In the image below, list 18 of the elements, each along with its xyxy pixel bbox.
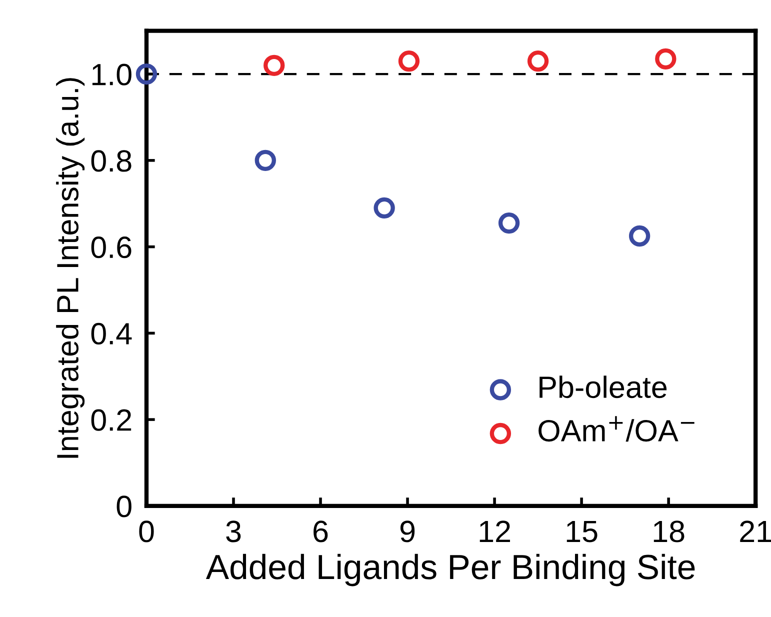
x-axis-title: Added Ligands Per Binding Site	[206, 554, 695, 586]
y-tick-label: 0.2	[91, 409, 132, 431]
x-tick-label: 0	[139, 520, 154, 542]
y-axis-title: Integrated PL Intensity (a.u.)	[56, 78, 85, 458]
x-tick-label: 15	[566, 520, 598, 542]
x-tick-label: 18	[654, 520, 684, 542]
y-tick-label: 0.4	[91, 322, 132, 345]
x-tick-label: 3	[226, 520, 241, 542]
y-tick-label: 0.8	[91, 150, 132, 172]
x-tick-label: 9	[400, 520, 415, 542]
y-tick-label: 0	[116, 496, 132, 518]
x-tick-label: 12	[480, 520, 510, 542]
y-tick-label: 0.6	[91, 236, 132, 258]
x-tick-label: 21	[740, 520, 771, 542]
x-tick-label: 6	[314, 520, 328, 542]
legend-label: OAm$^{+}$/OA$^{−}$	[538, 416, 694, 442]
y-tick-label: 1.0	[92, 64, 132, 86]
legend-label: Pb-oleate	[540, 376, 667, 398]
